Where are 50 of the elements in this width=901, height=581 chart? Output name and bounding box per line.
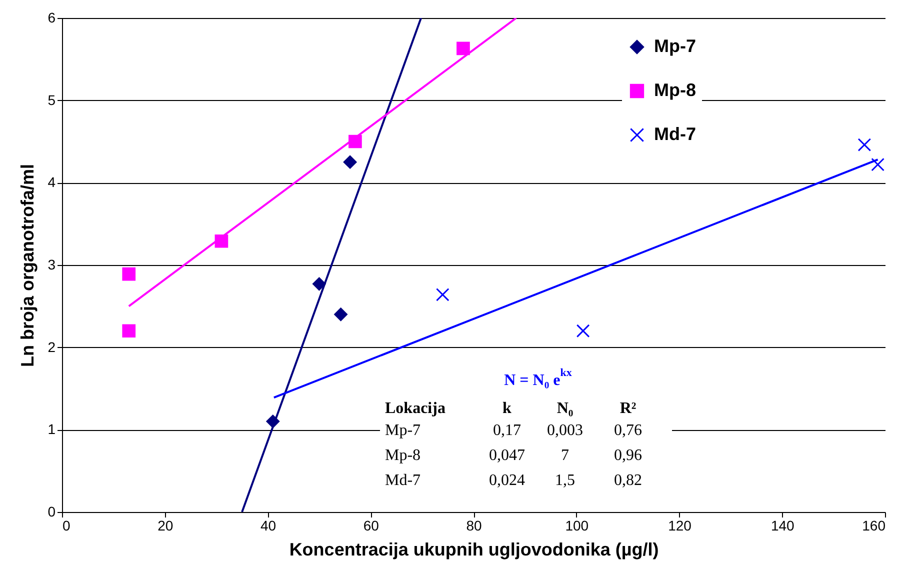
y-tick-label: 6 — [48, 10, 56, 26]
x-tick-label: 80 — [466, 518, 482, 534]
x-tick-label: 100 — [565, 518, 589, 534]
x-tick-label: 140 — [770, 518, 795, 534]
point — [334, 308, 348, 322]
y-axis-title: Ln broja organotrofa/ml — [18, 164, 38, 368]
x-tick-label: 120 — [668, 518, 692, 534]
annotation: Mp-8 — [385, 447, 421, 464]
point — [348, 134, 362, 148]
point — [576, 324, 590, 338]
annotation: 1,5 — [555, 472, 575, 489]
annotation: Lokacija — [385, 400, 446, 417]
annotation: 0,047 — [489, 447, 525, 464]
annotation: 0,76 — [614, 422, 642, 439]
point — [871, 158, 884, 172]
x-tick-label: 40 — [260, 518, 276, 534]
x-tick-label: 0 — [62, 518, 70, 534]
point — [312, 277, 326, 291]
x-axis-title: Koncentracija ukupnih ugljovodonika (µg/l) — [289, 540, 659, 560]
y-tick-label: 0 — [48, 504, 56, 520]
annotation: k — [502, 400, 512, 417]
y-tick-label: 5 — [48, 92, 56, 108]
x-tick-label: 20 — [158, 518, 174, 534]
annotation: 0,96 — [614, 447, 642, 464]
annotation: 0,003 — [547, 422, 583, 439]
annotation: R² — [620, 400, 636, 417]
y-tick-label: 3 — [48, 256, 56, 272]
annotation: N₀ — [556, 400, 574, 417]
legend-label: Md-7 — [654, 124, 696, 144]
x-tick-label: 160 — [862, 518, 886, 534]
point — [858, 138, 872, 152]
y-tick-label: 4 — [48, 174, 56, 190]
point — [214, 234, 228, 248]
annotation: Md-7 — [385, 472, 421, 489]
point — [436, 288, 450, 302]
annotation: 0,024 — [489, 472, 525, 489]
point — [266, 414, 280, 428]
annotation: 0,17 — [493, 422, 521, 439]
point — [456, 42, 470, 56]
point — [122, 267, 136, 281]
annotation: 7 — [561, 447, 569, 464]
y-tick-label: 2 — [48, 338, 56, 355]
annotation: 0,82 — [614, 472, 642, 489]
x-tick-label: 60 — [363, 518, 380, 534]
legend-label: Mp-8 — [654, 80, 696, 100]
point — [343, 155, 357, 169]
point — [122, 324, 136, 338]
legend-label: Mp-7 — [654, 36, 696, 56]
y-tick-label: 1 — [48, 421, 56, 438]
annotation: Mp-7 — [385, 422, 421, 439]
